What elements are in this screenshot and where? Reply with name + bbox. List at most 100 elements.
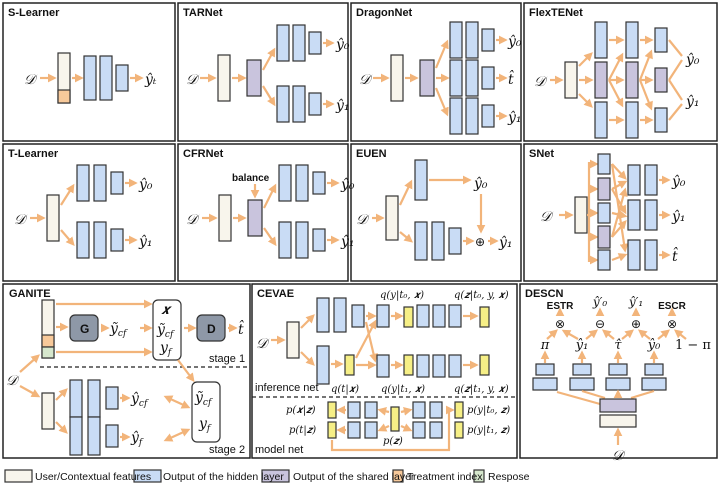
shared-layer-block bbox=[247, 199, 263, 237]
times-operator: ⊗ bbox=[555, 317, 565, 331]
arrow bbox=[611, 253, 628, 262]
hidden-layer-block bbox=[133, 469, 162, 483]
latent-block bbox=[479, 354, 490, 376]
one-minus-pi-label: 1 − π bbox=[675, 338, 711, 353]
panel-frame bbox=[350, 2, 522, 142]
input-d: 𝒟 bbox=[186, 72, 200, 88]
input-d: 𝒟 bbox=[359, 72, 373, 88]
output-y1: ŷ₁ bbox=[340, 233, 355, 250]
y-hat-f: ŷf bbox=[130, 429, 144, 448]
feature-block bbox=[599, 414, 637, 428]
hidden-layer-block bbox=[69, 379, 83, 418]
hidden-layer-block bbox=[597, 249, 611, 271]
hidden-layer-block bbox=[276, 24, 290, 62]
arrow bbox=[262, 85, 276, 107]
plus-operator: ⊕ bbox=[475, 235, 485, 249]
hidden-layer-block bbox=[278, 221, 292, 259]
arrow bbox=[546, 329, 558, 340]
hidden-layer-block bbox=[316, 345, 330, 385]
output-y1: ŷ₁ bbox=[507, 109, 522, 126]
hidden-layer-block bbox=[481, 28, 495, 52]
output-y0: ŷ₀ bbox=[335, 36, 350, 53]
hidden-layer-block bbox=[364, 401, 378, 419]
hidden-layer-block bbox=[627, 239, 641, 271]
hidden-layer-block bbox=[308, 92, 322, 116]
y-f: yf bbox=[159, 340, 173, 358]
response-block bbox=[41, 346, 55, 359]
arrow bbox=[601, 329, 615, 340]
connector bbox=[668, 59, 683, 81]
q-z-t0-y-x: q(𝒛|t₀, y, 𝒙) bbox=[454, 290, 509, 301]
y-f: yf bbox=[198, 416, 212, 434]
output-y1: ŷ₁ bbox=[671, 208, 686, 225]
latent-block bbox=[454, 421, 464, 439]
arrow bbox=[434, 87, 449, 117]
x-label: 𝒙 bbox=[161, 302, 172, 318]
panel-frame bbox=[523, 143, 718, 282]
hidden-layer-block bbox=[295, 221, 309, 259]
shared-layer-block bbox=[597, 225, 611, 249]
estr-label: ESTR bbox=[547, 301, 574, 312]
variable-box bbox=[191, 381, 221, 443]
arrow bbox=[399, 179, 413, 206]
arrow bbox=[263, 183, 277, 209]
arrow bbox=[657, 329, 671, 340]
connector bbox=[668, 79, 683, 101]
treatment-index-block bbox=[41, 334, 55, 348]
hidden-layer-block bbox=[644, 164, 658, 196]
hidden-layer-block bbox=[110, 228, 124, 252]
p-x-z: p(𝒙|𝒛) bbox=[286, 405, 316, 416]
hidden-layer-block bbox=[465, 97, 479, 135]
arrow bbox=[673, 329, 687, 340]
hidden-layer-block bbox=[412, 401, 426, 419]
arrow bbox=[19, 385, 41, 398]
y0-prime: ŷ′₀ bbox=[592, 295, 608, 309]
output-y-t: ŷₜ bbox=[144, 71, 157, 88]
feature-block bbox=[218, 194, 232, 242]
latent-block bbox=[403, 306, 414, 328]
input-d: 𝒟 bbox=[540, 209, 554, 225]
hidden-layer-block bbox=[625, 21, 639, 59]
hidden-layer-block bbox=[654, 107, 668, 133]
treatment-index-block bbox=[57, 89, 71, 104]
arrow bbox=[263, 227, 277, 247]
network-box bbox=[196, 314, 226, 342]
feature-block bbox=[4, 469, 33, 483]
treatment-index-block bbox=[392, 469, 404, 483]
hidden-layer-block bbox=[292, 85, 306, 123]
arrow bbox=[55, 421, 68, 434]
arrow bbox=[300, 351, 315, 366]
panel-frame bbox=[177, 2, 349, 142]
balance-label: balance bbox=[232, 173, 270, 184]
hidden-layer-block bbox=[414, 159, 428, 201]
input-d: 𝒟 bbox=[612, 448, 626, 464]
input-d: 𝒟 bbox=[6, 373, 20, 389]
hidden-layer-block bbox=[347, 401, 361, 419]
hidden-layer-block bbox=[76, 164, 90, 202]
connector bbox=[556, 390, 601, 406]
hidden-layer-block bbox=[481, 104, 495, 128]
y-hat-cf: ŷcf bbox=[130, 390, 149, 409]
arrow bbox=[55, 388, 68, 401]
arrow bbox=[400, 407, 413, 416]
hidden-layer-block bbox=[644, 239, 658, 271]
hidden-layer-block bbox=[572, 363, 592, 376]
output-y0: ŷ₀ bbox=[671, 173, 686, 190]
latent-block bbox=[327, 421, 337, 439]
hidden-layer-block bbox=[76, 221, 90, 259]
feature-block bbox=[385, 195, 399, 241]
shared-layer-block bbox=[599, 398, 637, 413]
shared-layer-block bbox=[594, 61, 608, 99]
latent-block bbox=[390, 406, 400, 432]
output-y0: ŷ₀ bbox=[685, 51, 700, 68]
hidden-layer-block bbox=[429, 401, 443, 419]
input-d: 𝒟 bbox=[356, 212, 370, 228]
arrow bbox=[608, 79, 624, 108]
arrow bbox=[621, 329, 635, 340]
generator-label: G bbox=[80, 322, 89, 336]
hidden-layer-block bbox=[333, 297, 347, 333]
hidden-layer-block bbox=[465, 59, 479, 97]
output-y1: ŷ₁ bbox=[335, 97, 350, 114]
hidden-layer-block bbox=[83, 55, 97, 101]
latent-block bbox=[454, 401, 464, 419]
